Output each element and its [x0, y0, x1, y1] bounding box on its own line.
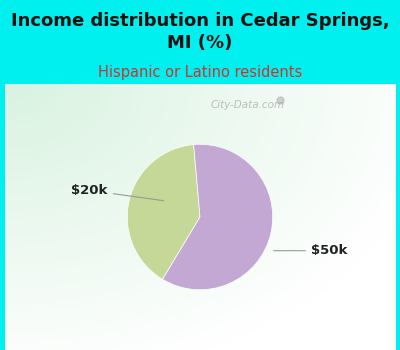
- Text: $20k: $20k: [72, 184, 164, 201]
- Text: Hispanic or Latino residents: Hispanic or Latino residents: [98, 65, 302, 80]
- Text: City-Data.com: City-Data.com: [210, 100, 284, 110]
- Wedge shape: [127, 145, 200, 279]
- Text: Income distribution in Cedar Springs,
MI (%): Income distribution in Cedar Springs, MI…: [11, 12, 389, 52]
- Wedge shape: [162, 144, 273, 290]
- Text: $50k: $50k: [274, 244, 347, 257]
